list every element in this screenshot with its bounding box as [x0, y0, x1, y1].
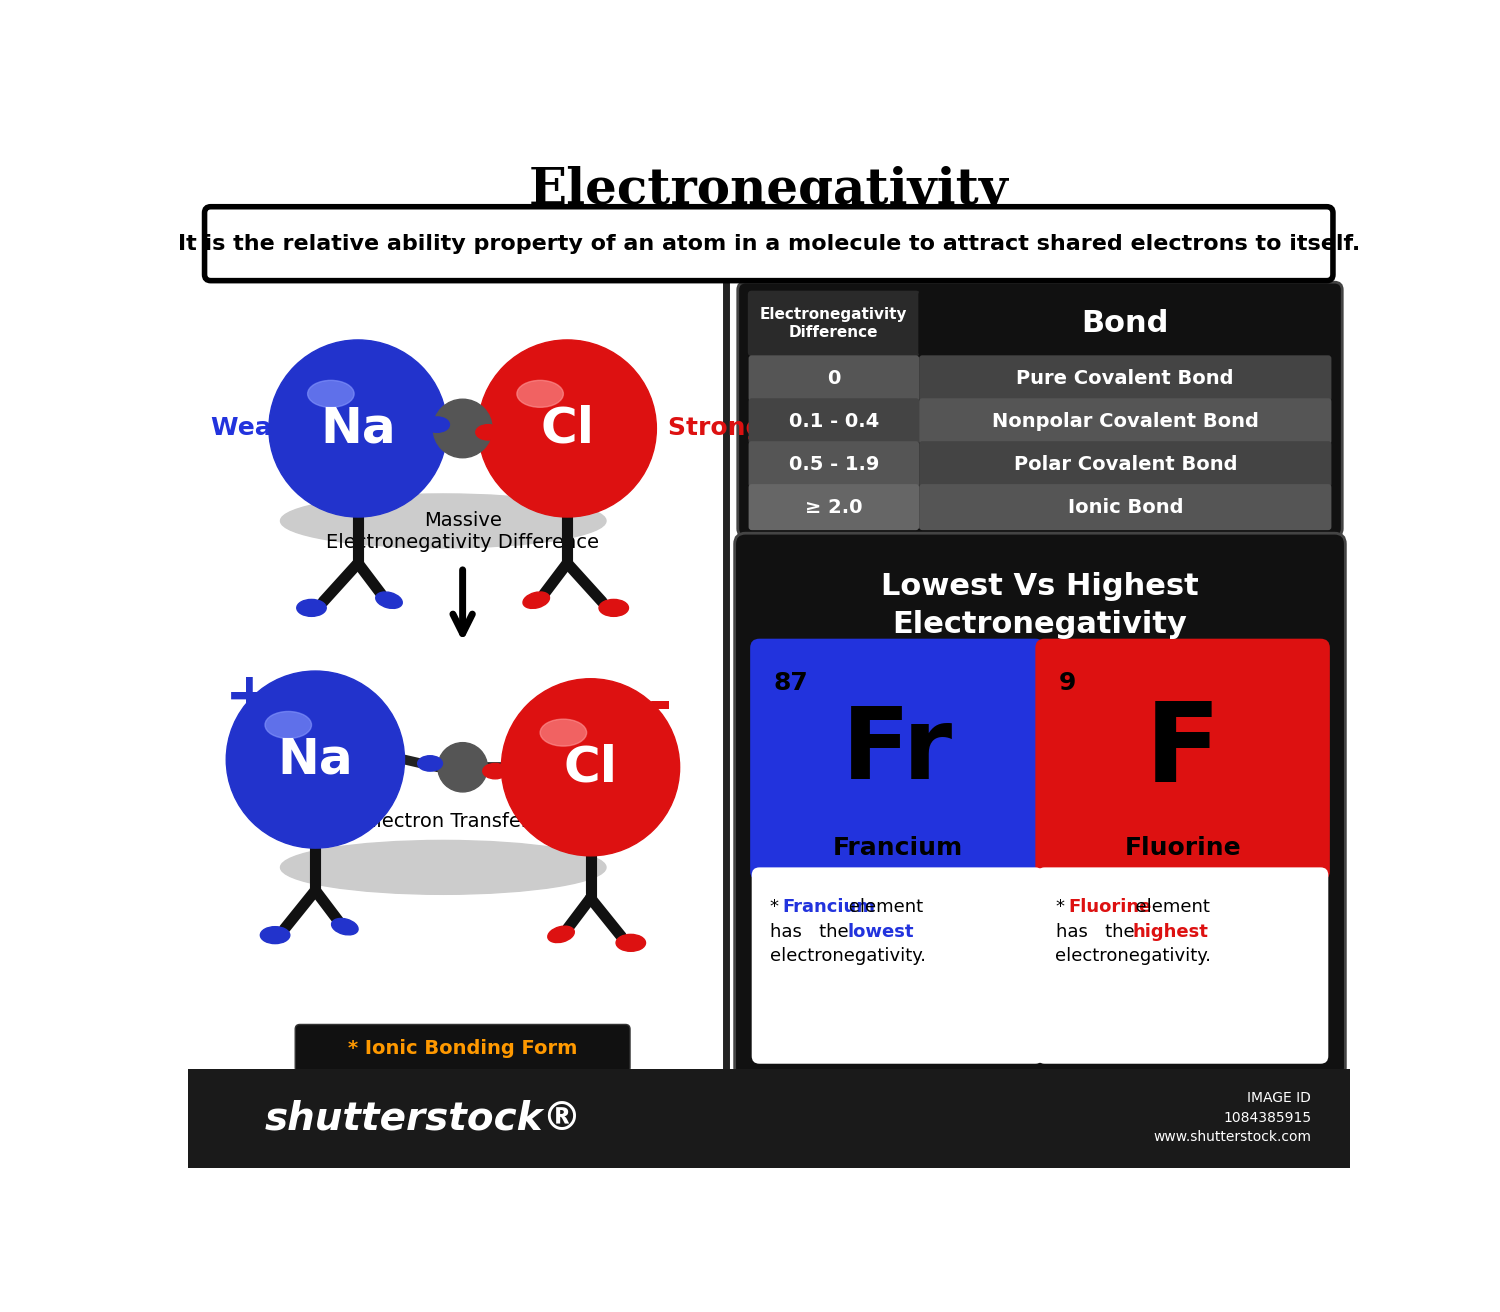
Text: Francium: Francium [833, 836, 963, 861]
Text: -: - [648, 677, 672, 735]
Circle shape [433, 399, 492, 458]
Text: lowest: lowest [847, 922, 915, 941]
Ellipse shape [308, 380, 354, 407]
Text: Electron Transferred: Electron Transferred [364, 812, 561, 830]
Text: Francium: Francium [783, 899, 876, 916]
FancyBboxPatch shape [296, 1025, 630, 1072]
Ellipse shape [332, 918, 358, 935]
Ellipse shape [417, 756, 442, 771]
Text: F: F [1144, 698, 1221, 806]
FancyBboxPatch shape [748, 291, 920, 356]
Text: Fluorine: Fluorine [1125, 836, 1240, 861]
FancyBboxPatch shape [920, 399, 1332, 445]
Ellipse shape [548, 926, 574, 942]
Text: Bond: Bond [1082, 308, 1168, 338]
FancyBboxPatch shape [920, 356, 1332, 401]
Text: Polar Covalent Bond: Polar Covalent Bond [1014, 455, 1238, 474]
Text: Na: Na [320, 404, 396, 453]
FancyBboxPatch shape [735, 533, 1346, 1078]
Text: Pure Covalent Bond: Pure Covalent Bond [1017, 369, 1234, 388]
Text: element: element [1124, 899, 1209, 916]
Text: 0: 0 [827, 369, 840, 388]
Ellipse shape [375, 592, 402, 609]
Circle shape [501, 678, 680, 855]
FancyBboxPatch shape [748, 356, 920, 401]
Bar [188, 1069, 1350, 1168]
Text: electronegativity.: electronegativity. [771, 947, 927, 966]
Ellipse shape [424, 417, 450, 433]
Text: Fluorine: Fluorine [1068, 899, 1152, 916]
Text: Electronegativity: Electronegativity [530, 165, 1008, 215]
Circle shape [438, 743, 488, 792]
Ellipse shape [483, 764, 507, 779]
Ellipse shape [518, 380, 564, 407]
Text: Na: Na [278, 736, 352, 783]
Text: 0.5 - 1.9: 0.5 - 1.9 [789, 455, 879, 474]
Text: *: * [1056, 899, 1071, 916]
FancyBboxPatch shape [920, 441, 1332, 487]
Text: *: * [771, 899, 784, 916]
Ellipse shape [280, 493, 606, 548]
FancyBboxPatch shape [1036, 867, 1329, 1064]
Text: 0.1 - 0.4: 0.1 - 0.4 [789, 412, 879, 430]
Text: has   the: has the [771, 922, 865, 941]
Circle shape [268, 340, 447, 517]
Ellipse shape [297, 600, 326, 617]
Text: Lowest Vs Highest
Electronegativity: Lowest Vs Highest Electronegativity [880, 572, 1198, 639]
Text: Cl: Cl [540, 404, 594, 453]
Circle shape [478, 340, 657, 517]
Text: Strong Pull: Strong Pull [668, 416, 825, 441]
FancyBboxPatch shape [750, 639, 1044, 880]
Text: Electronegativity
Difference: Electronegativity Difference [760, 307, 908, 340]
Text: Nonpolar Covalent Bond: Nonpolar Covalent Bond [992, 412, 1258, 430]
FancyBboxPatch shape [204, 207, 1334, 281]
Text: www.shutterstock.com: www.shutterstock.com [1154, 1130, 1311, 1144]
Ellipse shape [540, 719, 586, 747]
Ellipse shape [280, 841, 606, 895]
Text: Weak Pull: Weak Pull [210, 416, 350, 441]
Text: +: + [225, 669, 274, 727]
Text: 87: 87 [774, 670, 808, 695]
Ellipse shape [598, 600, 628, 617]
FancyBboxPatch shape [920, 484, 1332, 530]
Text: Ionic Bond: Ionic Bond [1068, 497, 1184, 517]
Text: ≥ 2.0: ≥ 2.0 [806, 497, 862, 517]
Text: element: element [843, 899, 924, 916]
Text: Cl: Cl [564, 744, 618, 791]
Text: shutterstock®: shutterstock® [266, 1099, 582, 1138]
Text: electronegativity.: electronegativity. [1056, 947, 1212, 966]
Text: 9: 9 [1059, 670, 1076, 695]
Text: highest: highest [1132, 922, 1209, 941]
Text: It is the relative ability property of an atom in a molecule to attract shared e: It is the relative ability property of a… [177, 234, 1360, 253]
Text: * Ionic Bonding Form: * Ionic Bonding Form [348, 1039, 578, 1057]
Text: Massive
Electronegativity Difference: Massive Electronegativity Difference [326, 510, 598, 551]
Ellipse shape [261, 926, 290, 943]
FancyBboxPatch shape [918, 291, 1332, 356]
Text: 1084385915: 1084385915 [1222, 1111, 1311, 1124]
FancyBboxPatch shape [1035, 639, 1330, 880]
Circle shape [226, 670, 405, 848]
FancyBboxPatch shape [748, 441, 920, 487]
Ellipse shape [616, 934, 645, 951]
FancyBboxPatch shape [748, 484, 920, 530]
Ellipse shape [266, 711, 312, 739]
Text: IMAGE ID: IMAGE ID [1248, 1092, 1311, 1106]
FancyBboxPatch shape [738, 282, 1342, 537]
Text: Fr: Fr [842, 703, 952, 800]
FancyBboxPatch shape [752, 867, 1042, 1064]
Text: has   the: has the [1056, 922, 1152, 941]
FancyBboxPatch shape [748, 399, 920, 445]
Ellipse shape [524, 592, 549, 609]
Ellipse shape [476, 425, 501, 440]
